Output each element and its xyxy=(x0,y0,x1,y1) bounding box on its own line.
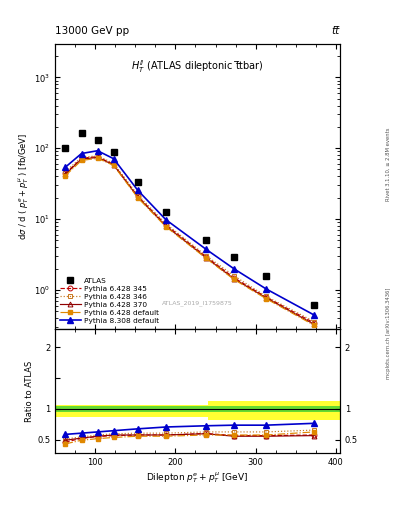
Legend: ATLAS, Pythia 6.428 345, Pythia 6.428 346, Pythia 6.428 370, Pythia 6.428 defaul: ATLAS, Pythia 6.428 345, Pythia 6.428 34… xyxy=(59,276,160,325)
Text: 13000 GeV pp: 13000 GeV pp xyxy=(55,26,129,36)
Text: tt̅: tt̅ xyxy=(332,26,340,36)
Text: $H_T^{ll}$ (ATLAS dileptonic t̅tbar): $H_T^{ll}$ (ATLAS dileptonic t̅tbar) xyxy=(131,58,264,75)
Text: mcplots.cern.ch [arXiv:1306.3436]: mcplots.cern.ch [arXiv:1306.3436] xyxy=(386,287,391,378)
Y-axis label: Ratio to ATLAS: Ratio to ATLAS xyxy=(25,360,34,422)
Text: Rivet 3.1.10, ≥ 2.8M events: Rivet 3.1.10, ≥ 2.8M events xyxy=(386,127,391,201)
Text: ATLAS_2019_I1759875: ATLAS_2019_I1759875 xyxy=(162,301,233,306)
Y-axis label: d$\sigma$ / d ( $p_T^e + p_T^{\mu}$ ) [fb/GeV]: d$\sigma$ / d ( $p_T^e + p_T^{\mu}$ ) [f… xyxy=(17,133,31,240)
X-axis label: Dilepton $p_T^e + p_T^{\mu}$ [GeV]: Dilepton $p_T^e + p_T^{\mu}$ [GeV] xyxy=(146,470,249,485)
